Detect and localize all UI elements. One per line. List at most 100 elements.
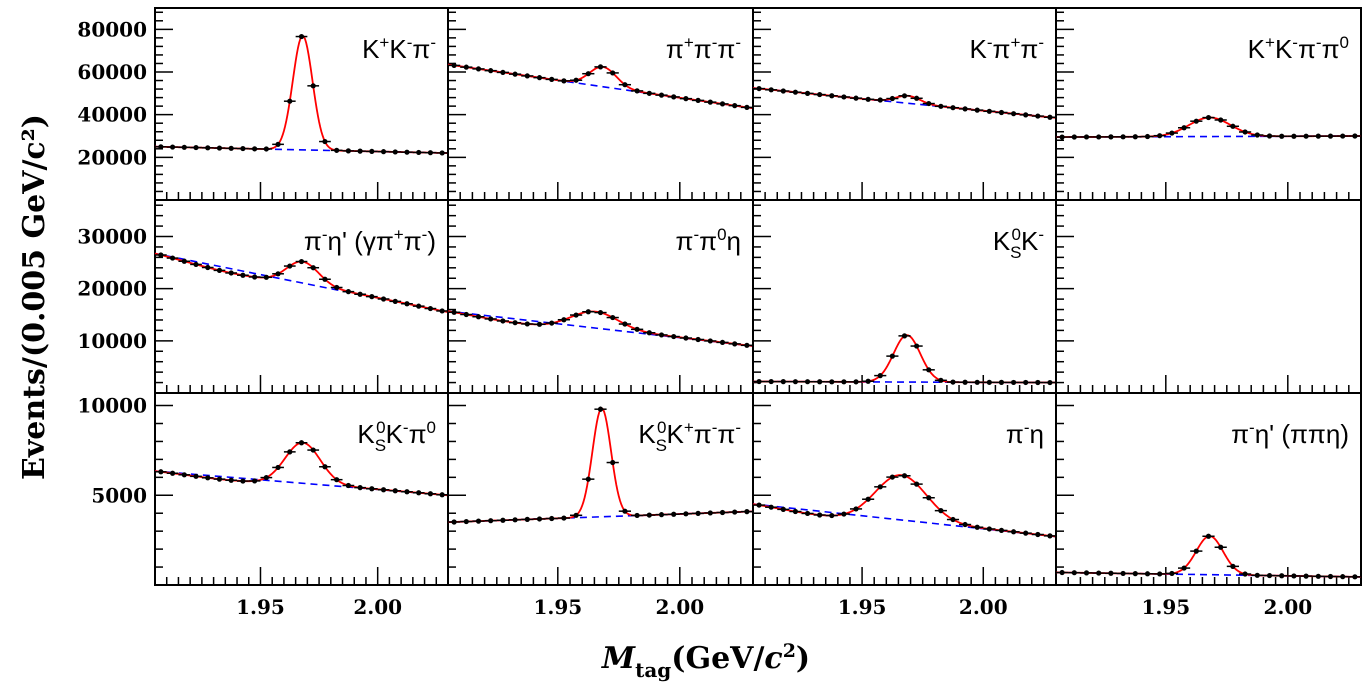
data-points — [753, 333, 1056, 386]
data-point — [1007, 111, 1020, 117]
data-point — [679, 511, 692, 517]
data-marker — [1035, 531, 1041, 538]
data-point — [983, 379, 996, 385]
data-point — [1117, 134, 1130, 140]
panel-label-part: π — [699, 226, 717, 256]
data-point — [1031, 113, 1044, 119]
data-marker — [263, 146, 269, 152]
panel-label-part: K — [638, 419, 656, 449]
data-point — [1348, 574, 1361, 580]
data-point — [1104, 134, 1117, 140]
data-marker — [334, 284, 340, 291]
panel-label-part: - — [712, 418, 718, 437]
data-marker — [1120, 134, 1126, 140]
data-marker — [1132, 134, 1138, 140]
data-point — [946, 105, 960, 111]
data-point — [643, 330, 656, 336]
data-point — [436, 150, 448, 156]
data-point — [934, 103, 947, 109]
data-marker — [1010, 379, 1017, 386]
data-marker — [829, 93, 835, 99]
data-point — [849, 506, 863, 512]
panel-label-part: η — [1030, 419, 1044, 449]
data-point — [667, 94, 680, 100]
data-point — [260, 146, 273, 152]
panel-label-part: S — [1010, 243, 1021, 262]
data-point — [910, 95, 923, 101]
data-point — [655, 92, 668, 98]
data-marker — [719, 509, 726, 516]
data-marker — [322, 276, 328, 282]
data-point — [801, 90, 814, 96]
panel-label-part: - — [1249, 418, 1255, 437]
background-fit-line — [154, 252, 449, 313]
data-marker — [792, 89, 799, 95]
data-marker — [926, 100, 932, 107]
data-point — [342, 148, 355, 154]
data-marker — [622, 321, 628, 327]
data-marker — [986, 379, 992, 385]
y-tick-label: 5000 — [91, 483, 147, 507]
y-tick-labels: 20000 40000 60000 80000 10000 20000 30000 5000 1… — [77, 17, 147, 507]
data-point — [533, 321, 546, 327]
data-marker — [275, 464, 281, 471]
data-marker — [683, 96, 689, 102]
data-marker — [974, 107, 980, 113]
data-point — [1031, 379, 1044, 386]
data-point — [1007, 529, 1020, 535]
data-marker — [853, 95, 859, 101]
data-marker — [404, 149, 410, 155]
data-marker — [1193, 118, 1199, 124]
data-marker — [1254, 572, 1260, 578]
panel-label-part: K — [969, 34, 987, 64]
data-point — [753, 85, 766, 92]
data-marker — [1218, 544, 1224, 550]
data-point — [448, 62, 461, 69]
data-point — [813, 91, 826, 98]
panel-label-part: K — [1021, 226, 1039, 256]
data-point — [307, 265, 320, 271]
data-point — [166, 255, 179, 261]
data-marker — [1205, 533, 1212, 539]
y-tick-label: 60000 — [77, 60, 147, 84]
data-point — [934, 377, 947, 383]
y-tick-label: 10000 — [77, 394, 147, 418]
data-point — [1226, 123, 1239, 129]
data-point — [401, 149, 413, 155]
panel-label-part: 0 — [376, 418, 385, 437]
data-marker — [298, 258, 305, 265]
data-point — [692, 97, 705, 103]
data-marker — [658, 512, 665, 518]
data-marker — [463, 64, 469, 70]
data-marker — [1352, 574, 1358, 580]
panel-label-part: + — [379, 33, 389, 52]
panel-label: KS0K- — [993, 225, 1044, 262]
data-point — [971, 107, 984, 113]
data-point — [496, 69, 509, 76]
data-marker — [345, 148, 351, 154]
panel-label-part: - — [1292, 33, 1298, 52]
data-point — [643, 90, 656, 96]
panel-label-part: S — [375, 436, 386, 455]
data-marker — [768, 378, 774, 385]
panel-ticks — [753, 11, 1045, 200]
x-tick-label: 1.95 — [236, 595, 285, 619]
data-marker — [310, 265, 316, 271]
data-point — [496, 517, 509, 523]
data-point — [1153, 133, 1166, 139]
data-marker — [585, 309, 591, 315]
data-marker — [950, 105, 956, 111]
panel-label: K+K-π-π0 — [1248, 33, 1349, 64]
panel-label-part: ) — [427, 226, 436, 256]
data-marker — [1291, 133, 1297, 139]
data-marker — [488, 316, 494, 322]
data-marker — [1059, 569, 1065, 576]
data-marker — [998, 379, 1005, 385]
panel-label: π-η' (ππη) — [1231, 418, 1349, 449]
data-marker — [974, 524, 980, 530]
data-point — [557, 317, 570, 323]
data-marker — [1083, 134, 1090, 140]
data-point — [1275, 133, 1288, 139]
data-marker — [512, 71, 518, 77]
data-marker — [158, 252, 164, 258]
